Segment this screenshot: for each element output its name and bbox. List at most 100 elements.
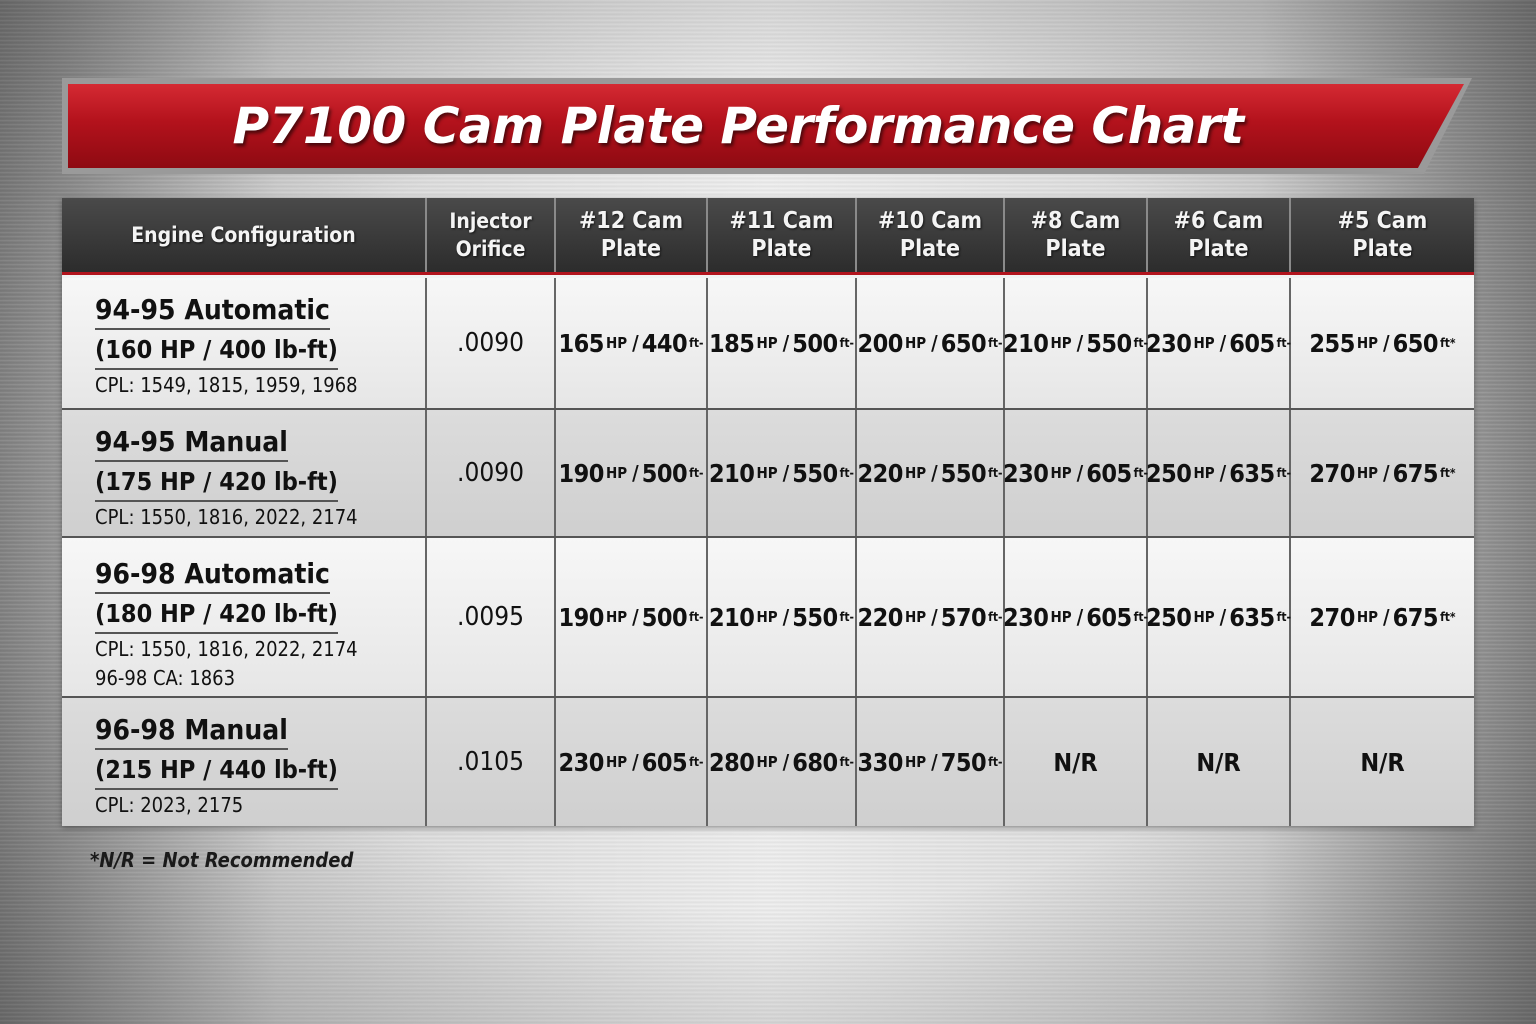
separator-slash: / xyxy=(632,750,639,774)
engine-spec: (175 HP / 420 lb-ft) xyxy=(95,466,338,502)
header-cam-plate-12-line: Plate xyxy=(600,236,662,262)
header-cam-plate-11-line: #11 Cam xyxy=(729,208,834,234)
table-header: Engine Configuration Injector Orifice #12 C… xyxy=(62,198,1474,275)
engine-name: 96-98 Manual xyxy=(95,714,288,750)
engine-name-wrap: 94-95 Manual xyxy=(95,426,425,462)
separator-slash: / xyxy=(1383,461,1390,485)
separator-slash: / xyxy=(632,331,639,355)
horsepower-value: 280 xyxy=(708,747,755,777)
header-cam-plate-5-text: #5 Cam Plate xyxy=(1338,207,1428,263)
header-cam-plate-12-text: #12 Cam Plate xyxy=(579,207,683,263)
torque-unit: ft- xyxy=(988,336,1003,350)
horsepower-unit: HP xyxy=(904,464,927,482)
torque-unit: ft- xyxy=(1133,610,1149,624)
engine-name-wrap: 96-98 Automatic xyxy=(95,558,425,594)
horsepower-value: 165 xyxy=(558,328,604,358)
performance-cell: 330 HP/750 ft- xyxy=(857,698,1005,826)
performance-cell: 230 HP/605 ft- xyxy=(1146,278,1292,408)
header-cam-plate-5: #5 Cam Plate xyxy=(1291,198,1474,272)
horsepower-unit: HP xyxy=(605,464,628,482)
torque-unit: ft- xyxy=(1276,336,1292,350)
horsepower-value: 210 xyxy=(708,602,755,632)
torque-unit: ft- xyxy=(1133,466,1149,480)
torque-value: 605 xyxy=(1086,602,1132,632)
horsepower-value: 270 xyxy=(1309,458,1355,488)
horsepower-unit: HP xyxy=(1050,464,1072,482)
performance-cell: 210 HP/550 ft- xyxy=(708,410,857,536)
header-cam-plate-12-line: #12 Cam xyxy=(578,208,684,234)
torque-value: 570 xyxy=(940,602,987,632)
horsepower-value: 185 xyxy=(708,328,755,358)
horsepower-unit: HP xyxy=(1193,464,1215,482)
engine-config-cell: 96-98 Manual (215 HP / 440 lb-ft) CPL: 202… xyxy=(62,698,427,826)
header-cam-plate-8: #8 Cam Plate xyxy=(1005,198,1148,272)
header-cam-plate-6-line: Plate xyxy=(1188,236,1249,262)
cpl-list: CPL: 2023, 2175 xyxy=(95,793,244,817)
torque-value: 550 xyxy=(792,602,838,632)
separator-slash: / xyxy=(931,605,938,629)
header-cam-plate-6-text: #6 Cam Plate xyxy=(1174,207,1264,263)
horsepower-unit: HP xyxy=(605,753,628,771)
footnote: *N/R = Not Recommended xyxy=(90,848,354,872)
injector-orifice-cell: .0090 xyxy=(427,278,556,408)
horsepower-unit: HP xyxy=(605,334,628,352)
title-banner xyxy=(68,84,1464,168)
horsepower-unit: HP xyxy=(904,334,927,352)
header-cam-plate-8-line: #8 Cam xyxy=(1030,208,1121,234)
horsepower-value: 190 xyxy=(558,602,604,632)
horsepower-unit: HP xyxy=(1193,334,1215,352)
horsepower-value: 255 xyxy=(1309,328,1355,358)
header-injector-orifice: Injector Orifice xyxy=(427,198,556,272)
horsepower-value: 210 xyxy=(1003,328,1049,358)
torque-unit: ft- xyxy=(1276,610,1292,624)
separator-slash: / xyxy=(1219,605,1227,629)
header-cam-plate-5-line: Plate xyxy=(1352,236,1413,262)
engine-name-wrap: 94-95 Automatic xyxy=(95,294,425,330)
not-recommended-label: N/R xyxy=(1196,747,1241,777)
horsepower-unit: HP xyxy=(756,334,778,352)
header-cam-plate-11-line: Plate xyxy=(751,236,812,262)
torque-unit: ft- xyxy=(839,466,854,480)
torque-value: 605 xyxy=(1229,328,1275,358)
torque-value: 750 xyxy=(940,747,987,777)
engine-spec-wrap: (215 HP / 440 lb-ft) xyxy=(95,750,425,790)
horsepower-unit: HP xyxy=(1050,334,1072,352)
separator-slash: / xyxy=(1219,331,1227,355)
engine-name-wrap: 96-98 Manual xyxy=(95,714,425,750)
not-recommended-label: N/R xyxy=(1053,747,1098,777)
engine-config-cell: 94-95 Automatic (160 HP / 400 lb-ft) CPL: … xyxy=(62,278,427,408)
torque-unit: ft- xyxy=(988,755,1003,769)
horsepower-value: 190 xyxy=(558,458,604,488)
injector-orifice-cell: .0095 xyxy=(427,538,556,696)
performance-cell: N/R xyxy=(1148,698,1291,826)
injector-orifice-cell: .0090 xyxy=(427,410,556,536)
torque-value: 500 xyxy=(641,458,688,488)
performance-cell: 230 HP/605 ft- xyxy=(556,698,708,826)
separator-slash: / xyxy=(782,461,790,485)
engine-spec: (180 HP / 420 lb-ft) xyxy=(95,598,338,634)
performance-cell: 250 HP/635 ft- xyxy=(1146,538,1292,696)
performance-cell: 190 HP/500 ft- xyxy=(556,410,708,536)
horsepower-value: 250 xyxy=(1146,602,1192,632)
separator-slash: / xyxy=(632,461,639,485)
engine-spec: (160 HP / 400 lb-ft) xyxy=(95,334,338,370)
engine-name: 96-98 Automatic xyxy=(95,558,330,594)
horsepower-value: 230 xyxy=(1003,458,1049,488)
horsepower-unit: HP xyxy=(1050,608,1072,626)
performance-cell: N/R xyxy=(1005,698,1148,826)
horsepower-value: 220 xyxy=(857,602,903,632)
separator-slash: / xyxy=(1076,605,1084,629)
torque-value: 675 xyxy=(1392,458,1439,488)
horsepower-unit: HP xyxy=(904,753,927,771)
torque-value: 650 xyxy=(1392,328,1439,358)
header-cam-plate-12: #12 Cam Plate xyxy=(556,198,708,272)
performance-cell: 190 HP/500 ft- xyxy=(556,538,708,696)
torque-unit: ft- xyxy=(988,610,1003,624)
header-cam-plate-11-text: #11 Cam Plate xyxy=(729,207,833,263)
torque-unit: ft- xyxy=(839,610,854,624)
horsepower-unit: HP xyxy=(904,608,927,626)
horsepower-unit: HP xyxy=(756,753,778,771)
performance-cell: 270 HP/675 ft* xyxy=(1291,538,1474,696)
cpl-list: CPL: 1549, 1815, 1959, 1968 xyxy=(95,373,358,397)
header-cam-plate-8-line: Plate xyxy=(1045,236,1106,262)
